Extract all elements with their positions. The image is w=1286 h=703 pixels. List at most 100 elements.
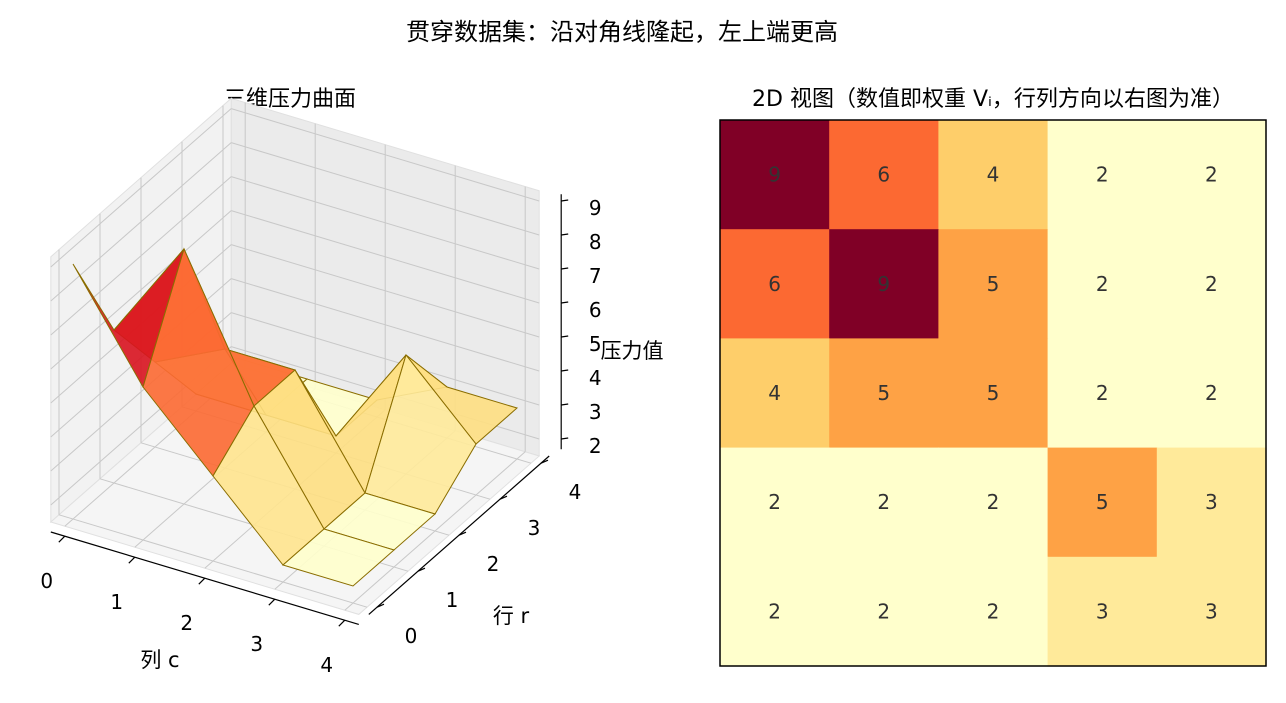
- z-tick-label: 4: [589, 366, 602, 390]
- back-gridline: [231, 108, 540, 202]
- y-tick: [376, 603, 385, 608]
- x-tick-label: 3: [250, 632, 263, 656]
- heatmap-cells: 9 6 4 2 2 6 9 5 2 2 4 5 5 2 2 2 2 2 5 3 2 2 2 3 3: [720, 120, 1267, 667]
- heatmap-cell: [1156, 556, 1267, 667]
- surface-patch: [281, 528, 396, 587]
- z-tick-label: 7: [589, 264, 602, 288]
- back-gridline: [231, 278, 540, 372]
- heatmap-cell-label: 6: [877, 163, 890, 187]
- heatmap-cell: [1156, 120, 1267, 230]
- back-gridline: [231, 210, 540, 304]
- x-tick-label: 0: [40, 569, 53, 593]
- heatmap-cell-label: 2: [987, 490, 1000, 514]
- heatmap-cell: [1156, 447, 1267, 558]
- z-tick: [561, 437, 569, 440]
- z-tick-label: 8: [589, 230, 602, 254]
- heatmap-cell: [829, 447, 939, 558]
- heatmap-cell-label: 2: [987, 599, 1000, 623]
- heatmap-cell-label: 2: [877, 599, 890, 623]
- y-tick: [417, 567, 426, 572]
- heatmap-cell: [720, 120, 830, 230]
- back-gridline: [231, 312, 540, 406]
- surface-mesh: [72, 247, 519, 587]
- heatmap-cell: [720, 447, 830, 558]
- heatmap-cell-label: 3: [1096, 599, 1109, 623]
- heatmap-cell-label: 2: [1205, 163, 1218, 187]
- heatmap-cell: [829, 556, 939, 667]
- x-tick: [58, 535, 66, 543]
- side-gridline: [50, 142, 232, 302]
- z-tick: [561, 335, 569, 338]
- z-tick: [561, 267, 569, 270]
- z-tick-label: 2: [589, 434, 602, 458]
- heatmap-cell-label: 2: [1205, 381, 1218, 405]
- z-tick-label: 6: [589, 298, 602, 322]
- back-gridline: [231, 244, 540, 338]
- y-tick-label: 0: [405, 624, 418, 648]
- heatmap-cell-label: 6: [768, 272, 781, 296]
- heatmap-cell: [938, 338, 1049, 449]
- heatmap-cell-label: 5: [987, 381, 1000, 405]
- heatmap-cell-label: 2: [768, 599, 781, 623]
- heatmap-cell-label: 5: [1096, 490, 1109, 514]
- y-tick: [499, 495, 508, 500]
- x-tick: [198, 577, 206, 585]
- heatmap-cell-label: 2: [877, 490, 890, 514]
- x-tick-label: 1: [110, 590, 123, 614]
- heatmap-cell-label: 9: [877, 272, 890, 296]
- heatmap-cell-label: 2: [1096, 381, 1109, 405]
- heatmap-cell: [938, 556, 1049, 667]
- z-tick: [561, 369, 569, 372]
- heatmap-cell-label: 2: [1205, 272, 1218, 296]
- heatmap-cell: [829, 120, 939, 230]
- z-tick: [561, 301, 569, 304]
- floor-gridline: [58, 514, 368, 608]
- y-tick-label: 4: [569, 480, 582, 504]
- side-gridline: [50, 210, 232, 370]
- heatmap-cell-label: 5: [987, 272, 1000, 296]
- heatmap-cell-label: 3: [1205, 490, 1218, 514]
- heatmap-chart: 2D 视图（数值即权重 Vᵢ，行列方向以右图为准） 9 6 4 2 2 6 9 5 2 2 4 5 5 2…: [719, 87, 1267, 667]
- heatmap-cell-label: 4: [768, 381, 781, 405]
- figure-suptitle: 贯穿数据集：沿对角线隆起，左上端更高: [406, 18, 838, 46]
- heatmap-cell: [938, 229, 1049, 339]
- heatmap-cell: [1047, 120, 1158, 230]
- y-tick: [458, 531, 467, 536]
- y-tick-label: 2: [487, 552, 500, 576]
- heatmap-cell: [720, 338, 830, 449]
- z-tick: [561, 233, 569, 236]
- heatmap-cell: [1047, 447, 1158, 558]
- x-tick-label: 4: [320, 653, 333, 677]
- heatmap-frame: [719, 119, 1267, 667]
- heatmap-cell: [1047, 338, 1158, 449]
- heatmap-cell: [720, 556, 830, 667]
- back-gridline: [231, 176, 540, 270]
- heatmap-cell-label: 4: [987, 163, 1000, 187]
- heatmap-cell-label: 5: [877, 381, 890, 405]
- heatmap-cell-label: 2: [768, 490, 781, 514]
- x-tick: [128, 556, 136, 564]
- heatmap-cell: [1156, 229, 1267, 339]
- heatmap-cell-label: 3: [1205, 599, 1218, 623]
- side-gridline: [50, 176, 232, 336]
- heatmap-cell: [938, 120, 1049, 230]
- heatmap-cell: [1156, 338, 1267, 449]
- heatmap-cell: [829, 229, 939, 339]
- z-tick: [561, 403, 569, 406]
- x-tick: [338, 619, 346, 627]
- heatmap-cell: [938, 447, 1049, 558]
- heatmap-cell: [1047, 556, 1158, 667]
- y-tick-label: 1: [446, 588, 459, 612]
- heatmap-cell: [829, 338, 939, 449]
- heatmap-cell-label: 2: [1096, 163, 1109, 187]
- heatmap-cell-label: 9: [768, 163, 781, 187]
- z-tick: [561, 199, 569, 202]
- heatmap-cell-label: 2: [1096, 272, 1109, 296]
- heatmap-cell: [1047, 229, 1158, 339]
- y-tick: [540, 459, 549, 464]
- heatmap-title: 2D 视图（数值即权重 Vᵢ，行列方向以右图为准）: [752, 87, 1234, 112]
- x-tick: [268, 598, 276, 606]
